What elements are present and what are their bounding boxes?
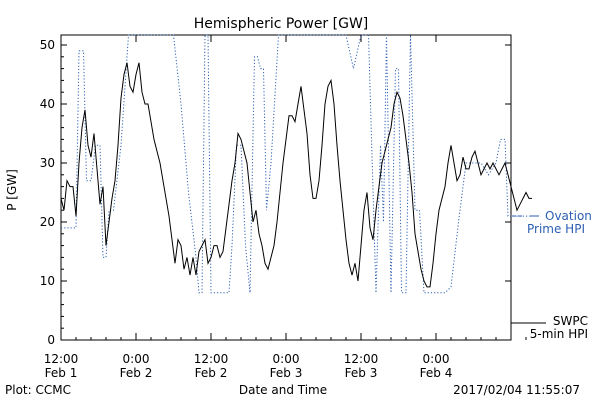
swpc-label: 5-min HPI — [530, 327, 588, 341]
plot-frame — [60, 34, 512, 341]
x-tick-time: 0:00 — [423, 352, 450, 366]
x-tick-time: 12:00 — [194, 352, 229, 366]
x-tick-time: 12:00 — [344, 352, 379, 366]
y-axis: 0 10 20 30 40 50 — [40, 38, 511, 347]
plot-credit: Plot: CCMC — [5, 383, 71, 397]
swpc-series-line — [60, 62, 532, 288]
ovation-prime-series-line — [61, 34, 531, 294]
x-axis-label: Date and Time — [239, 383, 327, 397]
x-tick-time: 0:00 — [123, 352, 150, 366]
series-layer — [60, 34, 532, 294]
plot-timestamp: 2017/02/04 11:55:07 — [453, 383, 580, 397]
chart-title: Hemispheric Power [GW] — [194, 16, 369, 32]
y-tick-label: 50 — [40, 38, 55, 52]
ovation-label: Prime HPI — [527, 222, 585, 236]
y-tick-label: 20 — [40, 215, 55, 229]
x-tick-date: Feb 2 — [120, 366, 153, 380]
x-tick-date: Feb 3 — [270, 366, 303, 380]
x-tick-time: 0:00 — [273, 352, 300, 366]
x-tick-time: 12:00 — [44, 352, 79, 366]
x-tick-date: Feb 1 — [45, 366, 78, 380]
y-tick-label: 0 — [47, 333, 55, 347]
y-tick-label: 40 — [40, 97, 55, 111]
ovation-label: Ovation — [545, 209, 592, 223]
swpc-label: SWPC — [553, 314, 588, 328]
y-tick-label: 30 — [40, 156, 55, 170]
y-axis-label: P [GW] — [5, 169, 19, 211]
x-tick-date: Feb 2 — [195, 366, 228, 380]
x-tick-date: Feb 4 — [420, 366, 453, 380]
x-tick-date: Feb 3 — [345, 366, 378, 380]
y-tick-label: 10 — [40, 274, 55, 288]
